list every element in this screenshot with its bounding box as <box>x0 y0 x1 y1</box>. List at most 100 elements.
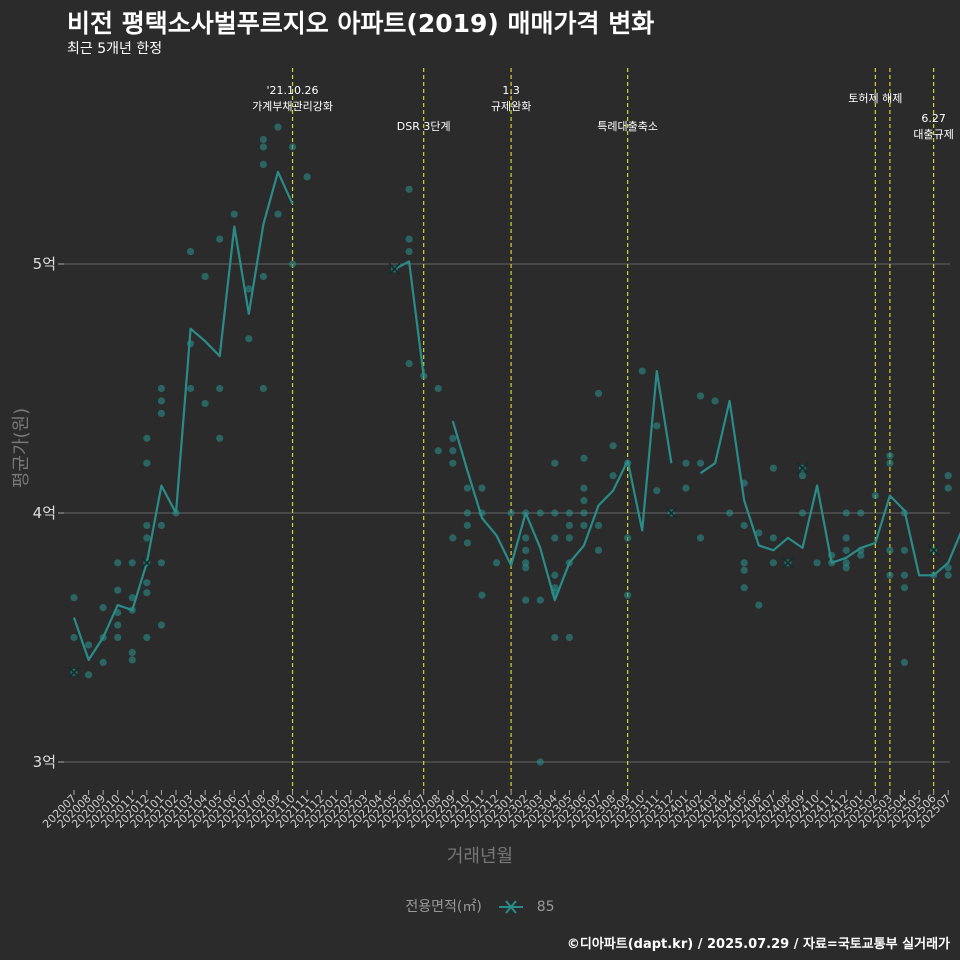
transaction-point <box>157 409 166 417</box>
transaction-point <box>463 484 471 492</box>
transaction-point <box>463 521 471 530</box>
transaction-point <box>522 564 530 572</box>
y-axis-label-box: 평균가(원) <box>2 408 38 488</box>
x-marker-stroke <box>781 556 794 569</box>
transaction-point <box>274 210 282 218</box>
transaction-point <box>507 509 515 517</box>
transaction-point <box>755 601 763 609</box>
transaction-point <box>114 586 122 594</box>
x-marker-stroke <box>388 262 401 276</box>
transaction-point <box>740 559 748 567</box>
x-markers <box>67 262 940 679</box>
chart-subtitle: 최근 5개년 한정 <box>67 41 163 57</box>
transaction-point <box>551 509 559 517</box>
transaction-point <box>624 534 632 542</box>
transaction-point <box>580 454 588 462</box>
event-annotation: 6.27 <box>921 112 946 125</box>
transaction-point <box>143 534 151 542</box>
transaction-point <box>522 596 530 604</box>
transaction-point <box>624 591 632 599</box>
transaction-point <box>405 235 413 243</box>
event-annotation: 가계부채관리강화 <box>252 100 333 113</box>
transaction-point <box>259 160 268 168</box>
transaction-point <box>696 534 705 542</box>
transaction-point <box>565 534 573 542</box>
transaction-point <box>580 484 588 492</box>
transaction-point <box>900 546 909 554</box>
transaction-point <box>186 384 195 393</box>
transaction-point <box>128 594 136 602</box>
transaction-point <box>157 621 166 629</box>
transaction-point <box>405 360 413 368</box>
transaction-point <box>696 392 705 400</box>
transaction-point <box>580 509 588 517</box>
source-caption: ©디아파트(dapt.kr) / 2025.07.29 / 자료=국토교통부 실… <box>566 937 950 952</box>
average-line-segment <box>699 399 960 577</box>
transaction-point <box>653 422 661 430</box>
transaction-point <box>463 509 471 517</box>
legend: 전용면적(㎡) 85 <box>0 896 960 916</box>
transaction-point <box>157 559 166 567</box>
y-tick-label: 5억 <box>33 255 56 273</box>
x-marker-stroke <box>67 666 81 679</box>
transaction-point <box>143 459 151 467</box>
x-marker <box>140 556 153 569</box>
transaction-point <box>114 559 122 567</box>
event-annotation: 대출규제 <box>913 128 953 141</box>
transaction-point <box>769 534 777 542</box>
transaction-point <box>143 589 151 597</box>
x-marker <box>927 544 940 557</box>
transaction-point <box>201 399 209 408</box>
y-tick-labels: 3억 4억 5억 <box>33 255 56 771</box>
transaction-point <box>128 648 136 657</box>
transaction-point <box>522 534 530 542</box>
transaction-point <box>886 459 894 467</box>
transaction-point <box>740 566 748 574</box>
transaction-point <box>653 486 661 495</box>
transaction-point <box>740 521 748 530</box>
transaction-point <box>274 123 282 131</box>
event-annotation: 규제완화 <box>491 100 531 113</box>
transaction-point <box>434 447 442 455</box>
transaction-point <box>216 235 224 243</box>
transaction-point <box>594 546 603 554</box>
event-annotation: '21.10.26 <box>267 84 319 97</box>
transaction-point <box>536 596 544 604</box>
x-marker-stroke <box>927 544 940 557</box>
transaction-point <box>565 509 573 517</box>
transaction-point <box>944 571 952 579</box>
transaction-point <box>478 591 486 599</box>
transaction-point <box>536 509 544 517</box>
transaction-point <box>842 559 850 567</box>
average-line <box>72 170 960 662</box>
transaction-point <box>143 633 151 642</box>
transaction-point <box>522 559 530 567</box>
transaction-point <box>798 509 807 517</box>
transaction-point <box>944 484 952 492</box>
transaction-point <box>900 571 909 579</box>
x-tick-labels: 2020072020082020092020102020112020122021… <box>40 790 953 831</box>
x-marker-stroke <box>796 462 809 475</box>
legend-title: 전용면적(㎡) <box>405 899 482 915</box>
transaction-point <box>551 459 559 467</box>
x-marker <box>388 262 401 276</box>
event-lines <box>291 68 935 790</box>
legend-entry-label: 85 <box>536 899 555 915</box>
transaction-point <box>216 434 224 442</box>
transaction-point <box>565 633 573 642</box>
x-marker <box>665 506 678 520</box>
transaction-point <box>478 484 486 492</box>
transaction-point <box>114 633 122 642</box>
average-line-segment <box>451 370 673 602</box>
transaction-points <box>70 123 952 766</box>
transaction-point <box>143 521 151 530</box>
transaction-point <box>157 384 166 393</box>
transaction-point <box>405 247 413 256</box>
transaction-point <box>434 384 442 393</box>
transaction-point <box>798 472 807 480</box>
average-line-segment <box>72 170 294 662</box>
transaction-point <box>594 521 603 530</box>
transaction-point <box>288 143 297 151</box>
transaction-point <box>259 135 268 144</box>
